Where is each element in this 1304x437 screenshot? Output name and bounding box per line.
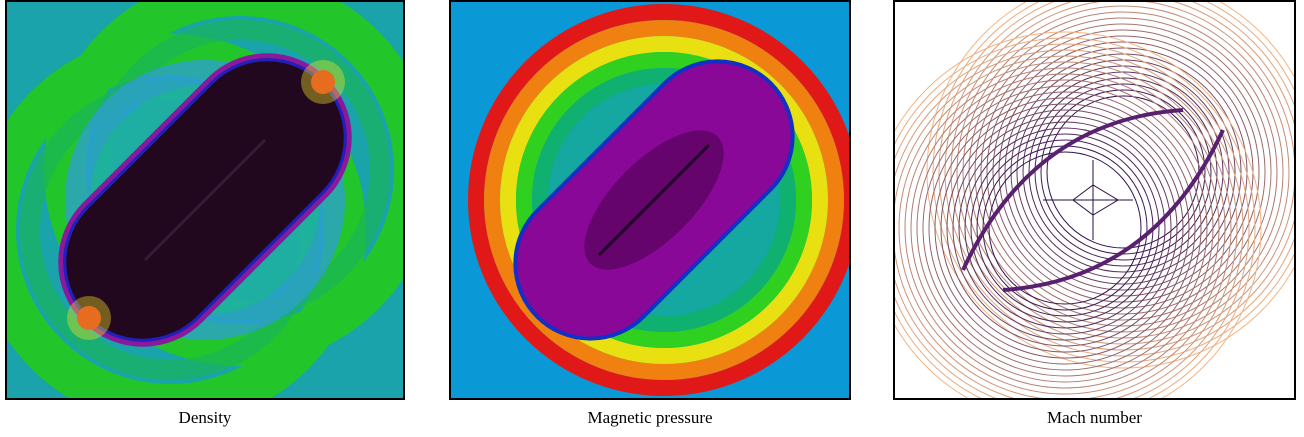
contour-line bbox=[952, 115, 1178, 341]
contour-line bbox=[988, 151, 1142, 305]
contour-line bbox=[928, 91, 1202, 365]
contour-line bbox=[940, 103, 1190, 353]
contour-line bbox=[904, 67, 1226, 389]
contour-line bbox=[932, 0, 1296, 363]
contour-line bbox=[946, 109, 1184, 347]
mach-number-image bbox=[893, 0, 1296, 400]
contour-line bbox=[944, 0, 1296, 351]
density-image bbox=[5, 0, 405, 400]
contour-line bbox=[964, 127, 1166, 329]
contour-line bbox=[910, 73, 1220, 383]
density-panel bbox=[5, 0, 405, 400]
contour-line bbox=[962, 11, 1284, 333]
magnetic-pressure-panel bbox=[449, 0, 851, 400]
contour-line bbox=[893, 31, 1262, 400]
contour-line bbox=[922, 85, 1208, 371]
contour-line bbox=[986, 35, 1260, 309]
contour-line bbox=[898, 61, 1232, 395]
caption: Mach number bbox=[1047, 408, 1142, 427]
caption: Magnetic pressure bbox=[587, 408, 713, 427]
contour-line bbox=[893, 49, 1244, 400]
contour-line bbox=[893, 37, 1256, 400]
mach-number-panel bbox=[893, 0, 1296, 400]
contour-line bbox=[893, 43, 1250, 400]
contour-line bbox=[968, 17, 1278, 327]
contour-line bbox=[926, 0, 1296, 369]
contour-line bbox=[970, 133, 1160, 323]
contour-line bbox=[1028, 77, 1218, 267]
contour-line bbox=[916, 79, 1214, 377]
contour-line bbox=[958, 121, 1172, 335]
contour-line bbox=[934, 97, 1196, 359]
contour-line bbox=[893, 55, 1238, 400]
magnetic-pressure-image bbox=[449, 0, 851, 400]
contour-line bbox=[938, 0, 1296, 357]
caption: Density bbox=[178, 408, 232, 427]
contour-line bbox=[980, 29, 1266, 315]
